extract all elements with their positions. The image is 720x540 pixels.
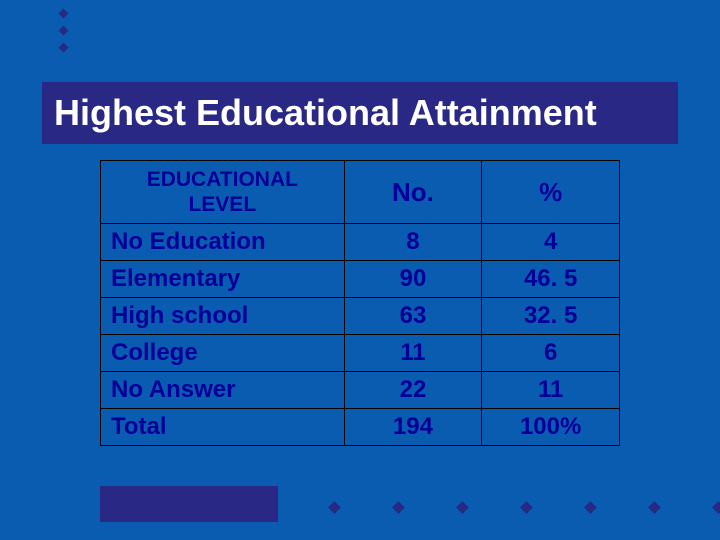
bottom-bullets [330, 503, 720, 512]
diamond-icon [648, 501, 661, 514]
no-cell: 11 [344, 335, 482, 372]
diamond-icon [712, 501, 720, 514]
title-bar: Highest Educational Attainment [42, 82, 678, 144]
level-cell: College [101, 335, 345, 372]
slide: Highest Educational Attainment EDUCATION… [0, 0, 720, 540]
level-cell: Total [101, 409, 345, 446]
column-header-no: No. [344, 161, 482, 224]
pct-cell: 11 [482, 372, 620, 409]
pct-cell: 6 [482, 335, 620, 372]
diamond-icon [59, 26, 69, 36]
diamond-icon [59, 9, 69, 19]
top-bullets [60, 10, 67, 51]
no-cell: 63 [344, 298, 482, 335]
table-row: Elementary9046. 5 [101, 261, 620, 298]
no-cell: 194 [344, 409, 482, 446]
level-cell: Elementary [101, 261, 345, 298]
pct-cell: 32. 5 [482, 298, 620, 335]
level-cell: High school [101, 298, 345, 335]
table-row: High school6332. 5 [101, 298, 620, 335]
table-row: No Answer2211 [101, 372, 620, 409]
diamond-icon [328, 501, 341, 514]
table-body: No Education84Elementary9046. 5High scho… [101, 224, 620, 446]
pct-cell: 46. 5 [482, 261, 620, 298]
pct-cell: 4 [482, 224, 620, 261]
no-cell: 8 [344, 224, 482, 261]
diamond-icon [520, 501, 533, 514]
column-header-level: EDUCATIONALLEVEL [101, 161, 345, 224]
column-header-pct: % [482, 161, 620, 224]
data-table: EDUCATIONALLEVEL No. % No Education84Ele… [100, 160, 620, 446]
diamond-icon [392, 501, 405, 514]
diamond-icon [59, 43, 69, 53]
no-cell: 90 [344, 261, 482, 298]
diamond-icon [584, 501, 597, 514]
level-cell: No Education [101, 224, 345, 261]
slide-title: Highest Educational Attainment [54, 92, 597, 134]
diamond-icon [456, 501, 469, 514]
table-row: College116 [101, 335, 620, 372]
table-row: Total194100% [101, 409, 620, 446]
bottom-accent-bar [100, 486, 278, 522]
no-cell: 22 [344, 372, 482, 409]
table-row: No Education84 [101, 224, 620, 261]
pct-cell: 100% [482, 409, 620, 446]
level-cell: No Answer [101, 372, 345, 409]
